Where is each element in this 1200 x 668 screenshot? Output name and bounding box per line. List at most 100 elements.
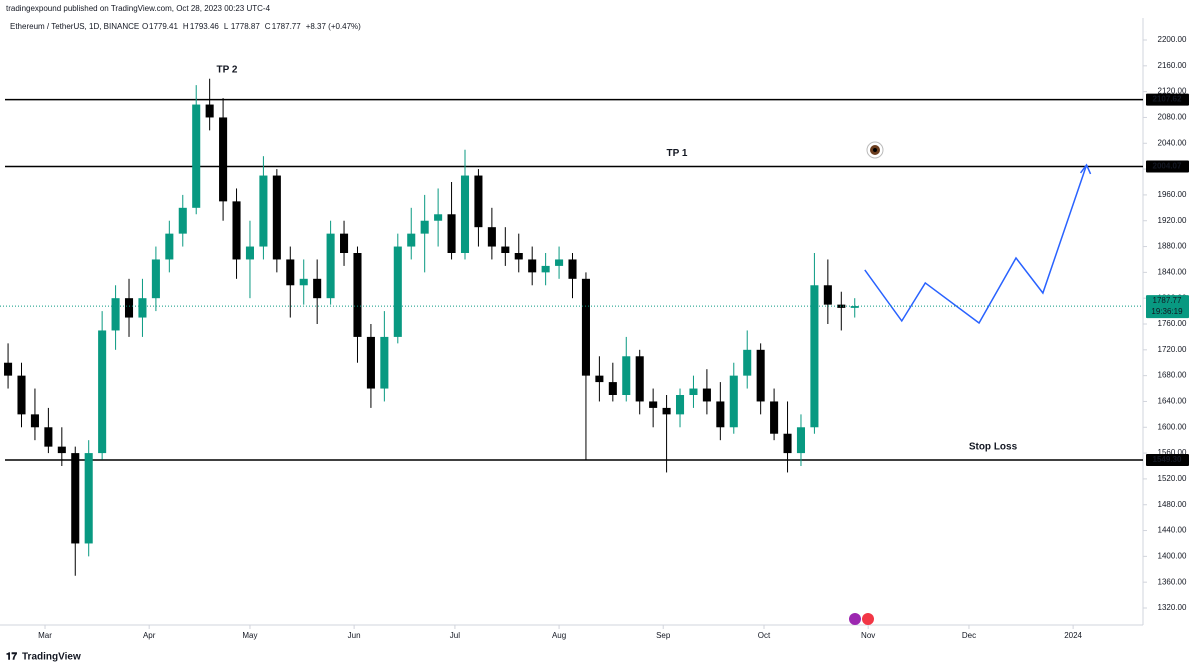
x-tick-label: Jul	[450, 631, 460, 640]
candle-body	[30, 414, 39, 428]
ohlc-change: +8.37 (+0.47%)	[306, 22, 361, 31]
y-tick-label: 1520.00	[1158, 474, 1187, 483]
brand: TradingView	[22, 652, 81, 663]
candle-body	[743, 349, 752, 376]
candle-body	[716, 401, 725, 428]
ohlc-key: H	[183, 22, 189, 31]
candle-body	[17, 375, 26, 415]
level-badge-label: 2107.62	[1153, 95, 1182, 104]
last-price-label: 1787.77	[1153, 296, 1182, 305]
candle-body	[353, 253, 362, 337]
candle-body	[810, 285, 819, 428]
y-tick-label: 1880.00	[1158, 242, 1187, 251]
x-tick-label: Sep	[656, 631, 671, 640]
y-tick-label: 1400.00	[1158, 551, 1187, 560]
candle-body	[151, 259, 160, 299]
y-tick-label: 1440.00	[1158, 526, 1187, 535]
level-badge	[1146, 453, 1189, 466]
candle-body	[447, 214, 456, 253]
candle-body	[178, 207, 187, 234]
candle-body	[796, 427, 806, 454]
candle-body	[44, 427, 53, 447]
x-tick-label: May	[242, 631, 257, 640]
y-tick-label: 1840.00	[1158, 267, 1187, 276]
candle-body	[702, 388, 711, 402]
level-name: TP 1	[667, 148, 688, 159]
candle-body	[823, 285, 832, 305]
candle-body	[393, 246, 402, 337]
y-tick-label: 2040.00	[1158, 138, 1187, 147]
candle-body	[420, 220, 429, 234]
candle-body	[4, 362, 13, 376]
candle-body	[124, 298, 134, 318]
candle-body	[245, 246, 254, 260]
x-tick-label: Dec	[962, 631, 976, 640]
candle-body	[501, 246, 510, 253]
y-tick-label: 1640.00	[1158, 397, 1187, 406]
candle-body	[313, 278, 322, 299]
candle-body	[57, 446, 66, 454]
candle-body	[649, 401, 658, 408]
candle-body	[192, 104, 201, 208]
candle-body	[340, 233, 349, 253]
candle-body	[514, 253, 523, 260]
candle-body	[98, 330, 107, 454]
ohlc-key: C	[265, 22, 271, 31]
event-icons	[849, 613, 874, 625]
ohlc-value: 1793.46	[190, 22, 219, 31]
projection-line	[864, 164, 1088, 325]
candle-body	[71, 453, 80, 544]
ohlc-value: 1787.77	[272, 22, 301, 31]
candle-body	[756, 349, 765, 402]
candle-body	[528, 259, 537, 273]
candle-body	[474, 175, 483, 228]
candle-body	[111, 298, 120, 331]
candle-body	[837, 304, 846, 308]
symbol-title: Ethereum / TetherUS, 1D, BINANCE	[10, 22, 139, 31]
y-tick-label: 2080.00	[1158, 113, 1187, 122]
level-badge-label: 1549.30	[1153, 455, 1182, 464]
candle-body	[729, 375, 738, 428]
candle-body	[783, 433, 792, 454]
candle-body	[232, 201, 241, 260]
y-tick-label: 1760.00	[1158, 319, 1187, 328]
last-price-badge	[1146, 295, 1189, 319]
candle-body	[568, 259, 577, 279]
candle-body	[84, 453, 93, 544]
candle-body	[380, 336, 389, 389]
projection-arrowhead	[1079, 163, 1092, 175]
x-tick-label: Aug	[552, 631, 566, 640]
candle-body	[541, 265, 550, 273]
level-badge	[1146, 93, 1189, 106]
x-tick-label: 2024	[1064, 631, 1082, 640]
candle-body	[165, 233, 174, 260]
candle-body	[326, 233, 335, 299]
y-tick-label: 1320.00	[1158, 603, 1187, 612]
ohlc-value: 1778.87	[231, 22, 260, 31]
candle-body	[272, 175, 281, 260]
candle-body	[622, 356, 631, 395]
x-tick-label: Mar	[38, 631, 52, 640]
level-badge-label: 2004.07	[1153, 162, 1182, 171]
candle-body	[434, 214, 443, 221]
candle-body	[460, 175, 470, 253]
x-tick-label: Oct	[758, 631, 771, 640]
candle-body	[689, 388, 698, 395]
candle-body	[299, 278, 308, 286]
candle-body	[850, 306, 859, 308]
y-tick-label: 2160.00	[1158, 61, 1187, 70]
candle-body	[259, 175, 268, 247]
candle-body	[407, 233, 416, 247]
x-tick-label: Apr	[143, 631, 156, 640]
level-name: Stop Loss	[969, 442, 1018, 453]
candle-body	[635, 356, 644, 402]
level-name: TP 2	[217, 64, 238, 75]
y-tick-label: 1560.00	[1158, 448, 1187, 457]
y-tick-label: 2200.00	[1158, 35, 1187, 44]
candle-body	[595, 375, 604, 383]
candle-body	[555, 259, 564, 266]
candle-body	[487, 227, 496, 247]
y-tick-label: 1720.00	[1158, 345, 1187, 354]
y-tick-label: 1920.00	[1158, 216, 1187, 225]
